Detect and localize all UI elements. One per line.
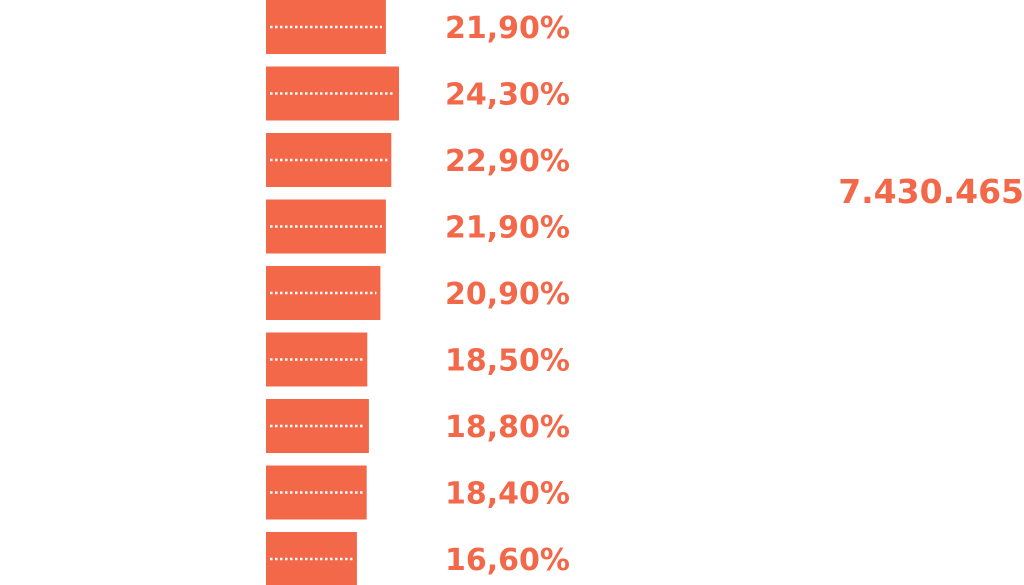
bar bbox=[266, 133, 392, 187]
bar-value-label: 18,40% bbox=[445, 477, 570, 512]
bar-value-label: 21,90% bbox=[445, 11, 570, 46]
bar-value-label: 16,60% bbox=[445, 543, 570, 578]
bar-value-label: 21,90% bbox=[445, 211, 570, 246]
total-value: 7.430.465 bbox=[838, 172, 1024, 211]
bar bbox=[266, 266, 381, 320]
bar-value-label: 24,30% bbox=[445, 78, 570, 113]
bar-value-label: 18,80% bbox=[445, 410, 570, 445]
bars-group bbox=[266, 0, 399, 585]
value-labels-group: 21,90% 24,30% 22,90% 21,90% 20,90% 18,50% 18,8… bbox=[445, 11, 570, 578]
bar-value-label: 20,90% bbox=[445, 277, 570, 312]
bar-value-label: 22,90% bbox=[445, 144, 570, 179]
bar-value-label: 18,50% bbox=[445, 344, 570, 379]
